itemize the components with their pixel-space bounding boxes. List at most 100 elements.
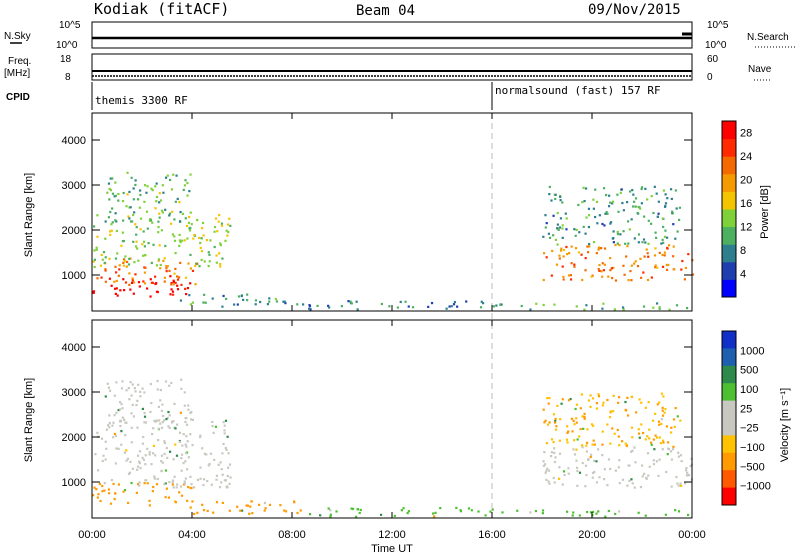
data-mark (171, 481, 174, 484)
data-mark (131, 403, 134, 407)
data-mark (627, 464, 630, 467)
data-mark (575, 466, 579, 469)
data-mark (611, 202, 614, 205)
data-mark (654, 247, 657, 250)
data-mark (668, 308, 671, 311)
data-mark (396, 306, 399, 309)
data-mark (573, 265, 576, 268)
x-tick-label: 00:00 (78, 529, 106, 541)
data-mark (206, 509, 209, 513)
data-mark (642, 472, 646, 476)
data-mark (554, 419, 557, 423)
data-mark (189, 173, 192, 176)
data-mark (174, 501, 178, 504)
x-tick-label: 12:00 (378, 529, 406, 541)
data-mark (573, 423, 576, 426)
data-mark (228, 509, 231, 512)
data-mark (601, 262, 604, 265)
data-mark (186, 181, 189, 185)
data-mark (154, 207, 157, 210)
data-mark (166, 265, 169, 268)
colorbar-swatch (722, 435, 736, 454)
data-mark (207, 251, 210, 254)
data-mark (573, 439, 576, 442)
data-mark (215, 478, 218, 481)
data-mark (661, 265, 665, 268)
data-mark (672, 223, 675, 226)
data-mark (632, 205, 635, 208)
data-mark (151, 432, 154, 436)
data-mark (168, 212, 172, 215)
data-mark (583, 308, 586, 311)
data-mark (125, 459, 128, 462)
data-mark (175, 486, 178, 489)
data-mark (611, 427, 614, 430)
data-mark (97, 469, 100, 472)
data-mark (597, 268, 600, 271)
data-mark (117, 192, 120, 196)
data-mark (213, 458, 216, 461)
data-mark (301, 303, 305, 306)
data-mark (566, 431, 569, 434)
data-mark (173, 475, 176, 478)
data-mark (109, 177, 112, 180)
colorbar-frame (721, 330, 737, 506)
data-mark (128, 398, 131, 401)
data-mark (161, 184, 164, 187)
data-mark (189, 411, 192, 415)
data-mark (589, 455, 592, 459)
data-mark (174, 251, 177, 255)
data-mark (136, 399, 139, 402)
data-mark (114, 292, 117, 295)
data-mark (184, 416, 187, 420)
data-mark (648, 428, 651, 431)
nsky-tick-top: 10^5 (59, 20, 81, 31)
data-mark (556, 211, 559, 215)
data-mark (586, 245, 589, 248)
data-mark (101, 490, 104, 493)
data-mark (119, 408, 122, 411)
data-mark (122, 219, 125, 222)
data-mark (122, 264, 125, 267)
data-mark (644, 187, 647, 190)
data-mark (274, 297, 278, 301)
data-mark (183, 184, 187, 187)
data-mark (553, 451, 556, 455)
data-mark (152, 243, 155, 246)
data-mark (246, 504, 250, 507)
data-mark (170, 282, 173, 285)
data-mark (143, 271, 147, 274)
data-mark (544, 226, 547, 229)
data-mark (173, 218, 176, 221)
data-mark (543, 451, 546, 454)
data-mark (639, 485, 643, 489)
data-mark (566, 510, 569, 513)
data-mark (553, 303, 556, 306)
data-mark (202, 478, 206, 481)
data-mark (283, 509, 286, 512)
data-mark (208, 462, 211, 466)
data-mark (104, 237, 107, 240)
data-mark (630, 395, 633, 399)
data-mark (163, 452, 166, 456)
data-mark (105, 428, 109, 431)
data-mark (157, 427, 160, 430)
data-mark (131, 277, 134, 280)
data-mark (220, 481, 223, 484)
data-mark (143, 184, 147, 187)
data-mark (547, 232, 551, 235)
data-mark (633, 446, 636, 449)
data-mark (228, 217, 231, 220)
data-mark (104, 280, 107, 283)
data-mark (113, 497, 116, 501)
data-mark (189, 211, 192, 214)
data-mark (653, 448, 656, 451)
data-mark (220, 222, 224, 225)
data-mark (162, 259, 165, 263)
data-mark (585, 444, 588, 447)
data-mark (209, 452, 213, 455)
data-mark (107, 424, 110, 427)
data-mark (228, 463, 232, 466)
data-mark (590, 275, 593, 278)
cpid-segment-themis: themis 3300 RF (95, 94, 188, 107)
